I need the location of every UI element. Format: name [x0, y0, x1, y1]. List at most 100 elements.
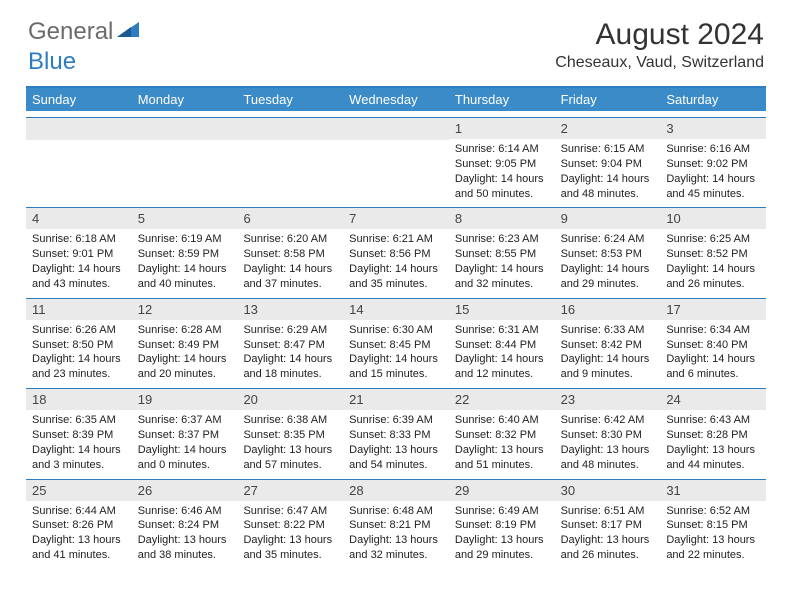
sunset-text: Sunset: 8:40 PM: [666, 338, 760, 353]
sunrise-text: Sunrise: 6:23 AM: [455, 232, 549, 247]
day-cell: 28Sunrise: 6:48 AMSunset: 8:21 PMDayligh…: [343, 480, 449, 569]
day-cell: 14Sunrise: 6:30 AMSunset: 8:45 PMDayligh…: [343, 299, 449, 388]
sunset-text: Sunset: 8:49 PM: [138, 338, 232, 353]
day-number: 27: [237, 480, 343, 501]
sunset-text: Sunset: 8:44 PM: [455, 338, 549, 353]
day-cell: 13Sunrise: 6:29 AMSunset: 8:47 PMDayligh…: [237, 299, 343, 388]
day-cell: 5Sunrise: 6:19 AMSunset: 8:59 PMDaylight…: [132, 208, 238, 297]
day-number: 8: [449, 208, 555, 229]
day-cell: 29Sunrise: 6:49 AMSunset: 8:19 PMDayligh…: [449, 480, 555, 569]
daylight-text: Daylight: 13 hours and 35 minutes.: [243, 533, 337, 563]
sunrise-text: Sunrise: 6:52 AM: [666, 504, 760, 519]
day-number: 20: [237, 389, 343, 410]
day-cell: 17Sunrise: 6:34 AMSunset: 8:40 PMDayligh…: [660, 299, 766, 388]
sunrise-text: Sunrise: 6:47 AM: [243, 504, 337, 519]
daylight-text: Daylight: 14 hours and 18 minutes.: [243, 352, 337, 382]
sunset-text: Sunset: 9:02 PM: [666, 157, 760, 172]
day-cell: 20Sunrise: 6:38 AMSunset: 8:35 PMDayligh…: [237, 389, 343, 478]
day-cell: [26, 118, 132, 207]
sunset-text: Sunset: 8:24 PM: [138, 518, 232, 533]
weekday-header: Wednesday: [343, 88, 449, 111]
day-cell: 30Sunrise: 6:51 AMSunset: 8:17 PMDayligh…: [555, 480, 661, 569]
day-cell: [132, 118, 238, 207]
sunrise-text: Sunrise: 6:44 AM: [32, 504, 126, 519]
day-content: Sunrise: 6:26 AMSunset: 8:50 PMDaylight:…: [26, 320, 132, 388]
day-number: 25: [26, 480, 132, 501]
sunrise-text: Sunrise: 6:39 AM: [349, 413, 443, 428]
sunset-text: Sunset: 8:30 PM: [561, 428, 655, 443]
day-cell: 6Sunrise: 6:20 AMSunset: 8:58 PMDaylight…: [237, 208, 343, 297]
day-content: Sunrise: 6:39 AMSunset: 8:33 PMDaylight:…: [343, 410, 449, 478]
day-number: 23: [555, 389, 661, 410]
day-number: 18: [26, 389, 132, 410]
location: Cheseaux, Vaud, Switzerland: [555, 54, 764, 72]
sunrise-text: Sunrise: 6:26 AM: [32, 323, 126, 338]
day-number: [343, 118, 449, 140]
daylight-text: Daylight: 14 hours and 9 minutes.: [561, 352, 655, 382]
sunrise-text: Sunrise: 6:37 AM: [138, 413, 232, 428]
day-cell: 12 Sunrise: 6:28 AMSunset: 8:49 PMDayligh…: [132, 299, 238, 388]
daylight-text: Daylight: 13 hours and 38 minutes.: [138, 533, 232, 563]
day-content: Sunrise: 6:21 AMSunset: 8:56 PMDaylight:…: [343, 229, 449, 297]
sunrise-text: Sunrise: 6:40 AM: [455, 413, 549, 428]
day-content: Sunrise: 6:19 AMSunset: 8:59 PMDaylight:…: [132, 229, 238, 297]
day-number: 13: [237, 299, 343, 320]
title-block: August 2024 Cheseaux, Vaud, Switzerland: [555, 18, 764, 72]
logo-triangle-icon: [117, 21, 139, 44]
weeks-container: 1Sunrise: 6:14 AMSunset: 9:05 PMDaylight…: [26, 117, 766, 569]
sunset-text: Sunset: 8:59 PM: [138, 247, 232, 262]
week-row: 25Sunrise: 6:44 AMSunset: 8:26 PMDayligh…: [26, 479, 766, 569]
sunrise-text: Sunrise: 6:25 AM: [666, 232, 760, 247]
day-cell: 22Sunrise: 6:40 AMSunset: 8:32 PMDayligh…: [449, 389, 555, 478]
day-cell: 11Sunrise: 6:26 AMSunset: 8:50 PMDayligh…: [26, 299, 132, 388]
day-cell: 10Sunrise: 6:25 AMSunset: 8:52 PMDayligh…: [660, 208, 766, 297]
sunrise-text: Sunrise: 6:21 AM: [349, 232, 443, 247]
sunset-text: Sunset: 8:26 PM: [32, 518, 126, 533]
day-number: 12: [132, 299, 238, 320]
sunset-text: Sunset: 8:35 PM: [243, 428, 337, 443]
sunrise-text: Sunrise: 6:51 AM: [561, 504, 655, 519]
week-row: 18 Sunrise: 6:35 AMSunset: 8:39 PMDayligh…: [26, 388, 766, 478]
sunset-text: Sunset: 8:33 PM: [349, 428, 443, 443]
daylight-text: Daylight: 14 hours and 43 minutes.: [32, 262, 126, 292]
sunrise-text: Sunrise: 6:18 AM: [32, 232, 126, 247]
daylight-text: Daylight: 13 hours and 32 minutes.: [349, 533, 443, 563]
day-cell: 3Sunrise: 6:16 AMSunset: 9:02 PMDaylight…: [660, 118, 766, 207]
sunset-text: Sunset: 8:52 PM: [666, 247, 760, 262]
day-number: 6: [237, 208, 343, 229]
day-content: Sunrise: 6:38 AMSunset: 8:35 PMDaylight:…: [237, 410, 343, 478]
sunset-text: Sunset: 8:32 PM: [455, 428, 549, 443]
day-content: Sunrise: 6:47 AMSunset: 8:22 PMDaylight:…: [237, 501, 343, 569]
sunrise-text: Sunrise: 6:35 AM: [32, 413, 126, 428]
daylight-text: Daylight: 14 hours and 3 minutes.: [32, 443, 126, 473]
day-content: Sunrise: 6:37 AMSunset: 8:37 PMDaylight:…: [132, 410, 238, 478]
header: General August 2024 Cheseaux, Vaud, Swit…: [0, 0, 792, 80]
day-number: 4: [26, 208, 132, 229]
sunrise-text: Sunrise: 6:33 AM: [561, 323, 655, 338]
daylight-text: Daylight: 13 hours and 41 minutes.: [32, 533, 126, 563]
sunset-text: Sunset: 8:39 PM: [32, 428, 126, 443]
month-title: August 2024: [555, 18, 764, 52]
daylight-text: Daylight: 14 hours and 29 minutes.: [561, 262, 655, 292]
logo-text-blue: Blue: [28, 48, 76, 75]
sunrise-text: Sunrise: 6:24 AM: [561, 232, 655, 247]
day-content: Sunrise: 6:16 AMSunset: 9:02 PMDaylight:…: [660, 139, 766, 207]
day-number: 29: [449, 480, 555, 501]
daylight-text: Daylight: 13 hours and 29 minutes.: [455, 533, 549, 563]
day-cell: [343, 118, 449, 207]
weekday-header: Saturday: [660, 88, 766, 111]
day-cell: 23Sunrise: 6:42 AMSunset: 8:30 PMDayligh…: [555, 389, 661, 478]
sunrise-text: Sunrise: 6:49 AM: [455, 504, 549, 519]
day-cell: 9Sunrise: 6:24 AMSunset: 8:53 PMDaylight…: [555, 208, 661, 297]
sunrise-text: Sunrise: 6:48 AM: [349, 504, 443, 519]
week-row: 4Sunrise: 6:18 AMSunset: 9:01 PMDaylight…: [26, 207, 766, 297]
daylight-text: Daylight: 14 hours and 20 minutes.: [138, 352, 232, 382]
daylight-text: Daylight: 14 hours and 48 minutes.: [561, 172, 655, 202]
sunrise-text: Sunrise: 6:28 AM: [138, 323, 232, 338]
day-number: [132, 118, 238, 140]
sunrise-text: Sunrise: 6:46 AM: [138, 504, 232, 519]
day-number: 1: [449, 118, 555, 139]
day-content: Sunrise: 6:18 AMSunset: 9:01 PMDaylight:…: [26, 229, 132, 297]
sunrise-text: Sunrise: 6:14 AM: [455, 142, 549, 157]
day-number: 11: [26, 299, 132, 320]
